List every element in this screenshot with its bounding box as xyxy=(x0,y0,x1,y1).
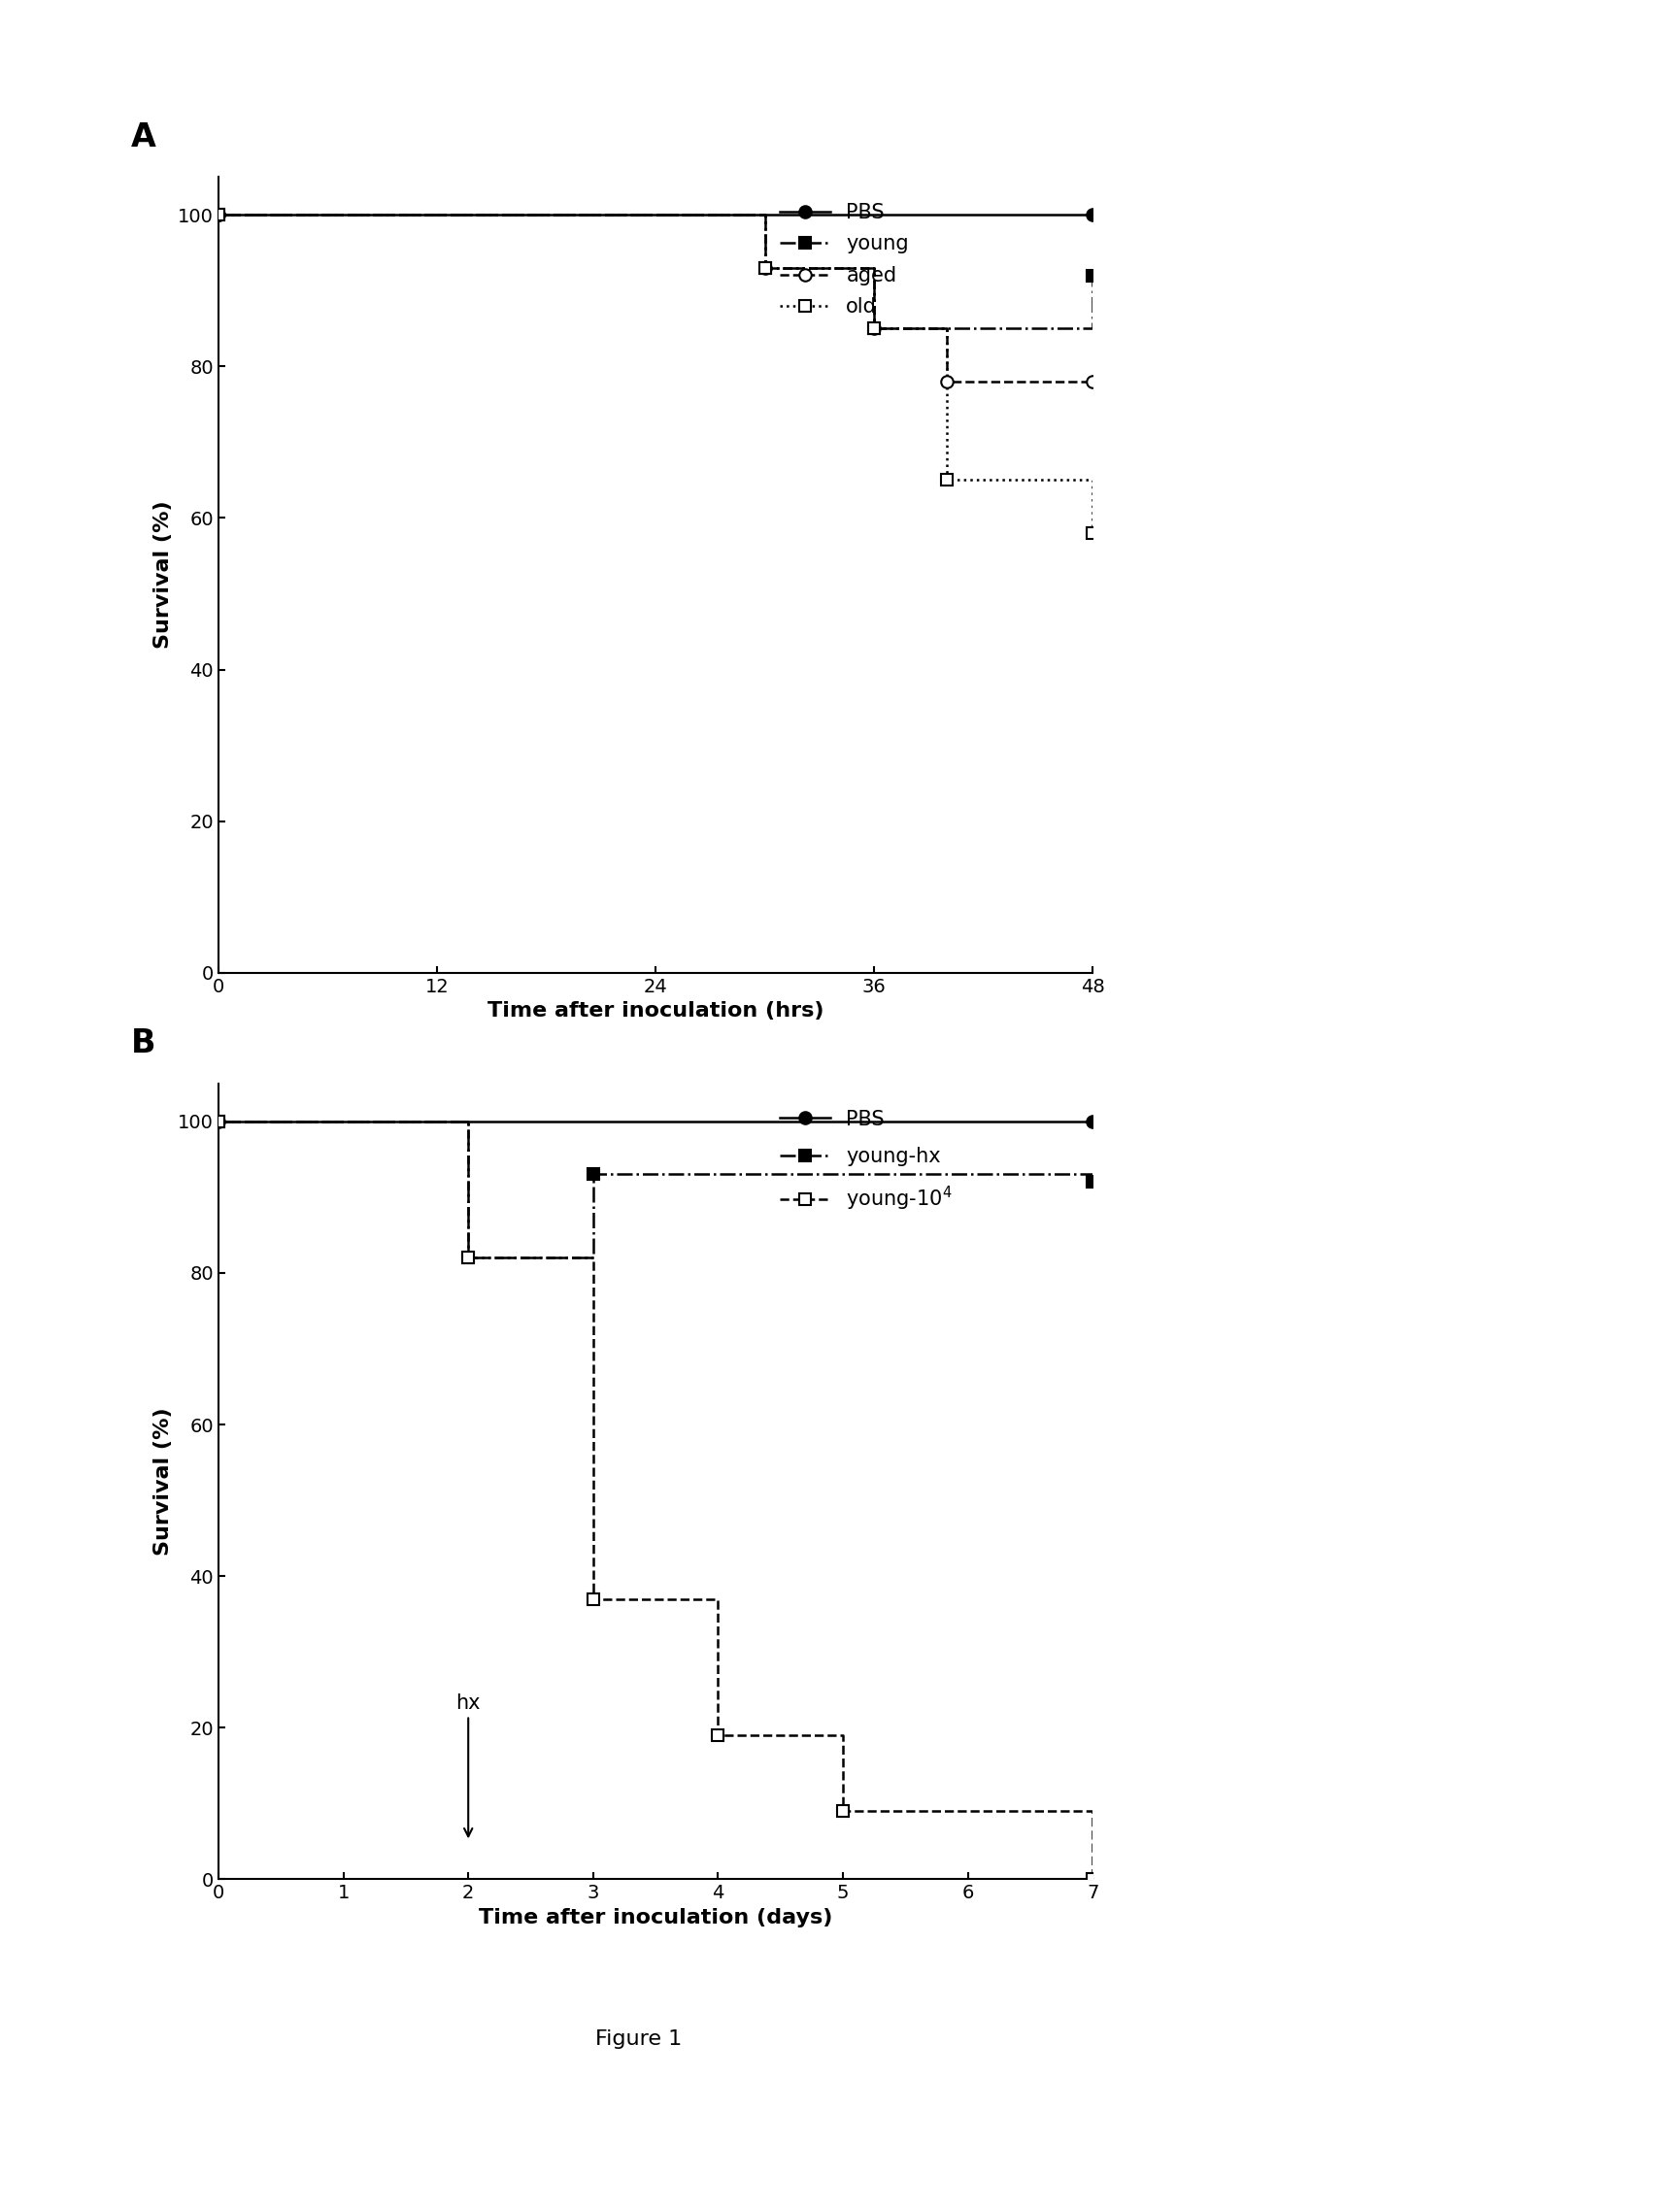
Text: B: B xyxy=(131,1028,156,1059)
Text: Figure 1: Figure 1 xyxy=(595,2030,682,2050)
Legend: PBS, young, aged, old: PBS, young, aged, old xyxy=(780,203,909,316)
X-axis label: Time after inoculation (days): Time after inoculation (days) xyxy=(479,1908,832,1928)
Text: hx: hx xyxy=(455,1694,480,1837)
Y-axis label: Survival (%): Survival (%) xyxy=(153,1406,173,1557)
Legend: PBS, young-hx, young-10$^4$: PBS, young-hx, young-10$^4$ xyxy=(780,1110,953,1214)
X-axis label: Time after inoculation (hrs): Time after inoculation (hrs) xyxy=(487,1002,823,1021)
Y-axis label: Survival (%): Survival (%) xyxy=(153,500,173,650)
Text: A: A xyxy=(131,122,156,153)
